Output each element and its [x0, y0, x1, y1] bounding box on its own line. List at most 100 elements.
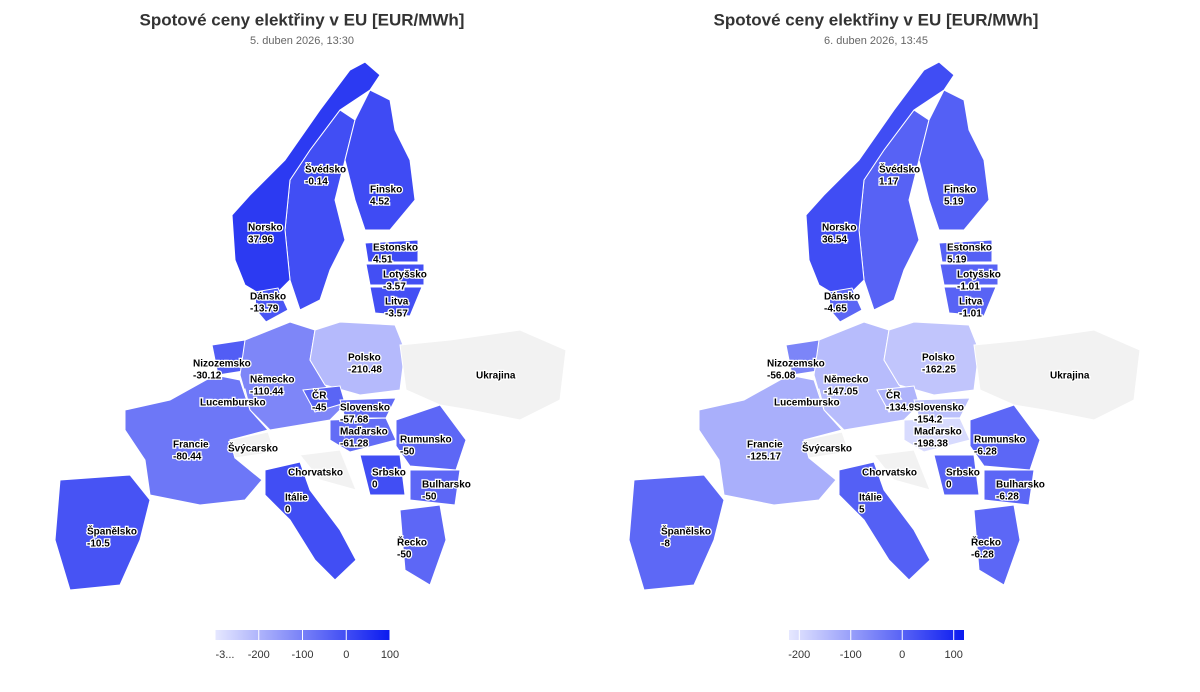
- country-name: Francie: [747, 440, 783, 451]
- map: Spotové ceny elektřiny v EU [EUR/MWh] 6. …: [628, 10, 1141, 661]
- country-value: 0: [946, 480, 952, 491]
- country-value: -1.01: [959, 309, 982, 320]
- country-name: Norsko: [822, 223, 856, 234]
- country-value: -134.96: [886, 403, 920, 414]
- country: [828, 287, 863, 323]
- country-value: 5: [859, 505, 865, 516]
- country: [938, 239, 993, 263]
- country-value: -80.44: [173, 452, 202, 463]
- country: [838, 461, 931, 581]
- country-value: -50: [422, 492, 437, 503]
- country-name: Španělsko: [87, 525, 137, 538]
- country-name: Dánsko: [824, 292, 860, 303]
- country-name: Ukrajina: [476, 371, 516, 382]
- country-value: -6.28: [971, 550, 994, 561]
- country-name: Finsko: [370, 185, 402, 196]
- country-name: Litva: [959, 297, 983, 308]
- colorbar-tick-label: -3...: [216, 649, 235, 661]
- country: [873, 449, 931, 491]
- country-value: -147.05: [824, 387, 858, 398]
- country: [369, 286, 423, 317]
- country-value: -8: [661, 539, 670, 550]
- country-name: Polsko: [922, 353, 955, 364]
- country-name: Dánsko: [250, 292, 286, 303]
- country-value: 36.54: [822, 235, 847, 246]
- country: [399, 329, 567, 421]
- country-name: Slovensko: [914, 403, 964, 414]
- country-name: Lotyšsko: [383, 270, 427, 281]
- country-value: -125.17: [747, 452, 781, 463]
- country-name: Bulharsko: [996, 480, 1045, 491]
- country-value: 37.96: [248, 235, 273, 246]
- country-name: Itálie: [859, 493, 882, 504]
- country-name: Chorvatsko: [862, 468, 917, 479]
- country: [858, 109, 930, 311]
- country-name: Bulharsko: [422, 480, 471, 491]
- country: [983, 469, 1035, 506]
- country: [299, 449, 357, 491]
- country-value: -50: [400, 447, 415, 458]
- country: [409, 469, 461, 506]
- country-value: -0.14: [305, 177, 328, 188]
- country-name: Itálie: [285, 493, 308, 504]
- country: [399, 504, 447, 586]
- map-title: Spotové ceny elektřiny v EU [EUR/MWh]: [140, 10, 465, 29]
- country-name: Švýcarsko: [802, 442, 852, 455]
- country: [54, 474, 151, 591]
- country: [933, 454, 980, 496]
- colorbar-tick-label: 0: [899, 649, 905, 661]
- colorbar-tick-label: 100: [381, 649, 399, 661]
- country-value: -198.38: [914, 439, 948, 450]
- country: [973, 329, 1141, 421]
- country-name: Rumunsko: [974, 435, 1026, 446]
- country-name: Polsko: [348, 353, 381, 364]
- country: [364, 239, 419, 263]
- country: [229, 431, 276, 459]
- country: [803, 431, 850, 459]
- country-name: Ukrajina: [1050, 371, 1090, 382]
- country-value: -6.28: [974, 447, 997, 458]
- country-name: Rumunsko: [400, 435, 452, 446]
- country-value: 5.19: [944, 197, 964, 208]
- country-value: -61.28: [340, 439, 369, 450]
- country-name: Chorvatsko: [288, 468, 343, 479]
- country-name: Srbsko: [372, 468, 406, 479]
- colorbar: [789, 630, 964, 640]
- map: Spotové ceny elektřiny v EU [EUR/MWh] 5. …: [54, 10, 567, 661]
- country: [939, 263, 999, 286]
- country: [254, 287, 289, 323]
- country: [284, 109, 356, 311]
- country-value: -1.01: [957, 282, 980, 293]
- country-value: -162.25: [922, 365, 956, 376]
- country-name: Švýcarsko: [228, 442, 278, 455]
- country-name: Maďarsko: [340, 427, 388, 438]
- country-value: 1.17: [879, 177, 899, 188]
- country-value: -45: [312, 403, 327, 414]
- country-name: Finsko: [944, 185, 976, 196]
- map-subtitle: 5. duben 2026, 13:30: [250, 35, 354, 47]
- country-name: Estonsko: [947, 243, 992, 254]
- country-value: 4.51: [373, 255, 393, 266]
- country: [918, 89, 990, 231]
- colorbar-tick-label: -200: [788, 649, 810, 661]
- country-name: Litva: [385, 297, 409, 308]
- country-name: Lucembursko: [774, 398, 840, 409]
- country: [903, 417, 971, 453]
- country-name: Řecko: [397, 536, 427, 549]
- country-value: -3.57: [385, 309, 408, 320]
- country-value: -154.2: [914, 415, 943, 426]
- country: [943, 286, 997, 317]
- map-title: Spotové ceny elektřiny v EU [EUR/MWh]: [714, 10, 1039, 29]
- country-value: -6.28: [996, 492, 1019, 503]
- country-name: Německo: [250, 375, 294, 386]
- country-value: -56.08: [767, 371, 796, 382]
- country-name: Maďarsko: [914, 427, 962, 438]
- colorbar-tick-label: 100: [945, 649, 963, 661]
- colorbar-tick-label: -200: [248, 649, 270, 661]
- country-name: Lotyšsko: [957, 270, 1001, 281]
- colorbar-tick-label: 0: [343, 649, 349, 661]
- country-name: Lucembursko: [200, 398, 266, 409]
- country-name: Estonsko: [373, 243, 418, 254]
- country-name: Švédsko: [305, 163, 346, 176]
